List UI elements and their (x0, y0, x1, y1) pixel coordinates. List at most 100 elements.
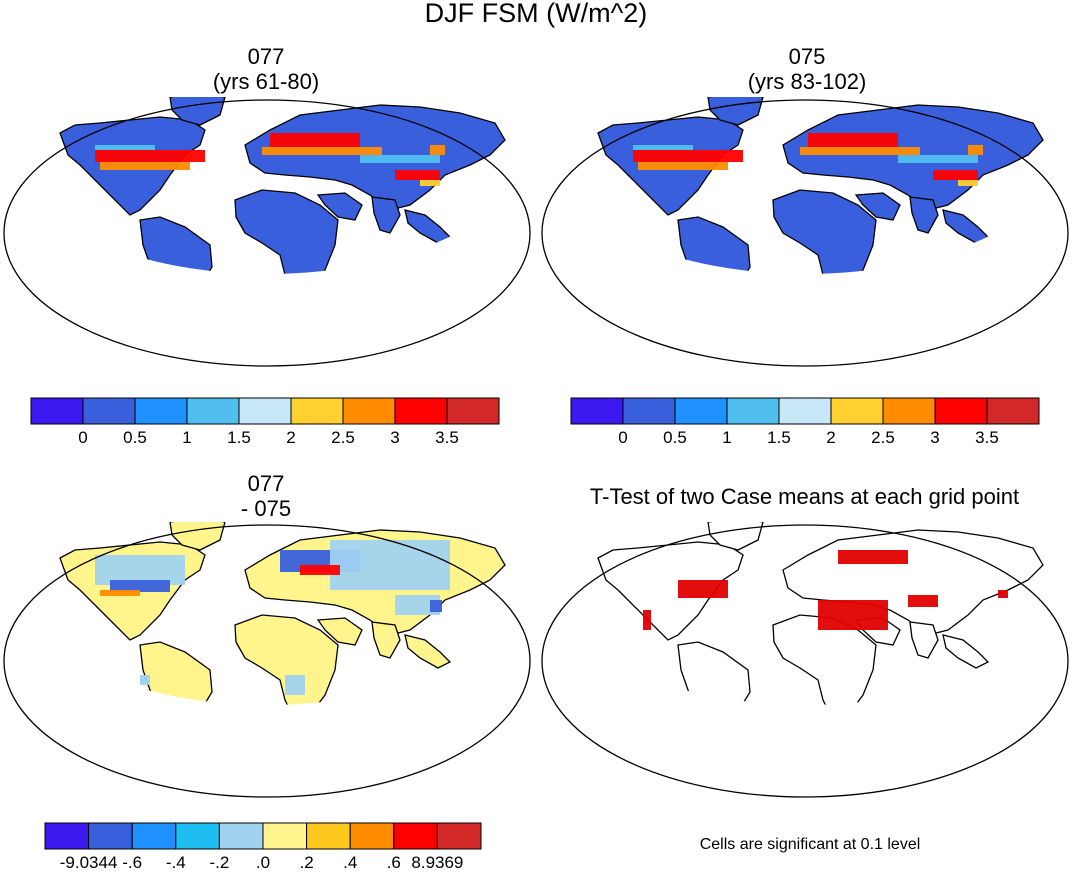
panel1-title-line2: (yrs 61-80) (212, 69, 320, 94)
colorbar-swatch (934, 397, 988, 425)
colorbar-swatch (88, 822, 133, 850)
field-cell (968, 145, 983, 155)
field-cell (838, 550, 908, 564)
colorbar-tick-label: -.6 (122, 853, 143, 872)
map-border (541, 524, 1069, 798)
colorbar-tick-label: 3.5 (435, 428, 459, 447)
panel4-title: T-Test of two Case means at each grid po… (589, 484, 1020, 509)
map-panel-075 (541, 97, 1069, 367)
landmass-india (909, 196, 939, 234)
field-cell (800, 147, 920, 155)
field-cell (808, 133, 898, 147)
colorbar-tick-label: 2.5 (331, 428, 355, 447)
field-cell (430, 600, 442, 612)
landmass-seasia (404, 634, 452, 669)
map-panel-difference (3, 522, 531, 798)
field-cell (110, 580, 170, 592)
colorbar-swatch (393, 822, 438, 850)
figure-title: DJF FSM (W/m^2) (424, 0, 648, 28)
colorbar-tick-label: 1.5 (767, 428, 791, 447)
colorbar-swatch (30, 397, 84, 425)
landmass-greenland (707, 522, 764, 551)
colorbar-swatch (570, 397, 624, 425)
panel3-title-line1: 077 (247, 471, 285, 496)
colorbar-swatch (262, 822, 308, 850)
colorbar-swatch (82, 397, 136, 425)
landmass-arabia (854, 192, 901, 221)
colorbar-tick-label: .4 (343, 853, 358, 872)
colorbar-tick-label: 0 (618, 428, 628, 447)
field-cell (998, 590, 1008, 598)
field-cell (918, 787, 978, 791)
colorbar-swatch (778, 397, 832, 425)
colorbar-swatch (349, 822, 395, 850)
map-panel-077 (3, 97, 531, 367)
field-cell (958, 180, 978, 186)
colorbar-swatch (175, 822, 220, 850)
landmass-africa (772, 189, 877, 274)
colorbar-tick-label: -.2 (209, 853, 230, 872)
map-panel-ttest (541, 522, 1069, 798)
colorbar-tick-label: 0 (78, 428, 88, 447)
field-cell (395, 170, 440, 180)
colorbar-tick-label: 0.5 (123, 428, 147, 447)
field-cell (300, 565, 340, 575)
landmass-arabia (316, 192, 363, 221)
colorbar-tick-label: 0.5 (663, 428, 687, 447)
colorbar-swatch (218, 822, 264, 850)
colorbar-tick-label: -.4 (165, 853, 186, 872)
colorbar-tick-label: 3 (930, 428, 940, 447)
colorbar-swatch (306, 822, 351, 850)
field-cell (340, 361, 400, 366)
colorbar-tick-label: 3 (390, 428, 400, 447)
colorbar-tick-label: 1 (722, 428, 732, 447)
colorbar-077 (30, 397, 500, 425)
field-cell (140, 675, 150, 685)
panel2-title-line1: 075 (788, 44, 826, 69)
colorbar-swatch (446, 397, 500, 425)
colorbar-difference (44, 822, 482, 850)
colorbar-swatch (44, 822, 90, 850)
landmass-africa (234, 189, 339, 274)
colorbar-swatch (830, 397, 884, 425)
field-cell (633, 145, 693, 150)
colorbar-swatch (290, 397, 344, 425)
colorbar-swatch (131, 822, 177, 850)
colorbar-075 (570, 397, 1040, 425)
colorbar-swatch (436, 822, 482, 850)
field-cell (633, 150, 743, 162)
field-cell (908, 595, 938, 607)
colorbar-tick-label: 1.5 (227, 428, 251, 447)
colorbar-tick-label: 2 (286, 428, 296, 447)
landmass-india (371, 196, 401, 234)
colorbar-swatch (186, 397, 240, 425)
field-cell (898, 155, 978, 163)
field-cell (430, 145, 445, 155)
field-cell (395, 595, 440, 615)
colorbar-swatch (394, 397, 448, 425)
colorbar-tick-label: 8.9369 (411, 853, 464, 872)
colorbar-swatch (986, 397, 1040, 425)
field-cell (262, 147, 382, 155)
landmass-greenland (169, 97, 226, 126)
colorbar-swatch (882, 397, 936, 425)
field-cell (270, 133, 360, 147)
field-cell (878, 361, 938, 366)
panel3-title-line2: - 075 (240, 496, 292, 521)
colorbar-tick-label: 2.5 (871, 428, 895, 447)
field-cell (818, 600, 888, 630)
field-cell (420, 180, 440, 186)
field-cell (638, 162, 728, 170)
field-cell (95, 150, 205, 162)
colorbar-tick-label: -9.0344 (59, 853, 118, 872)
field-cell (360, 155, 440, 163)
landmass-greenland (707, 97, 764, 126)
colorbar-tick-label: 2 (826, 428, 836, 447)
colorbar-tick-label: 1 (182, 428, 192, 447)
panel1-title-line1: 077 (247, 44, 285, 69)
colorbar-tick-label: 3.5 (975, 428, 999, 447)
landmass-greenland (169, 522, 226, 551)
panel2-title-line2: (yrs 83-102) (747, 69, 867, 94)
field-cell (100, 590, 140, 596)
map-border (3, 524, 531, 798)
